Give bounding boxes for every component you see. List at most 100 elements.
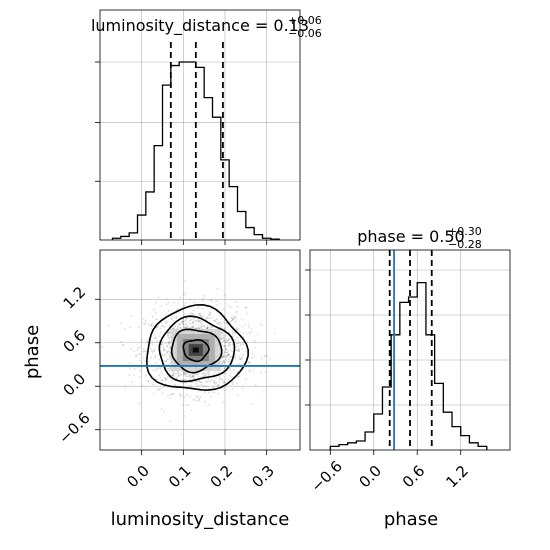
sample-point xyxy=(133,374,135,376)
sample-point xyxy=(226,349,229,351)
sample-point xyxy=(161,379,163,382)
sample-point xyxy=(184,302,187,305)
sample-point xyxy=(131,381,134,384)
sample-point xyxy=(223,345,225,347)
sample-point xyxy=(224,326,227,329)
sample-point xyxy=(139,376,141,378)
sample-point xyxy=(228,341,230,344)
sample-point xyxy=(242,353,244,356)
sample-point xyxy=(128,373,131,376)
sample-point xyxy=(232,387,234,390)
sample-point xyxy=(173,316,176,319)
luminosity-distance-x-axis-label: luminosity_distance xyxy=(111,509,290,530)
sample-point xyxy=(168,341,171,343)
sample-point xyxy=(128,368,131,370)
sample-point xyxy=(161,353,163,356)
sample-point xyxy=(209,311,212,314)
sample-point xyxy=(166,345,169,347)
sample-point xyxy=(107,324,110,327)
sample-point xyxy=(182,382,185,385)
phase-y-tick-labels: −0.6 0.0 0.6 1.2 xyxy=(55,283,93,447)
sample-point xyxy=(234,316,237,319)
sample-point xyxy=(225,347,227,350)
sample-point xyxy=(260,371,262,374)
sample-point xyxy=(235,354,237,356)
sample-point xyxy=(161,342,164,345)
sample-point xyxy=(155,361,158,364)
sample-point xyxy=(260,323,263,326)
sample-point xyxy=(167,375,169,378)
sample-point xyxy=(164,355,167,358)
sample-point xyxy=(176,372,178,375)
sample-point xyxy=(230,320,233,322)
density-contour xyxy=(158,315,236,383)
sample-point xyxy=(184,326,187,329)
sample-point xyxy=(161,354,164,357)
sample-point xyxy=(213,380,216,383)
y-tick-label: 1.2 xyxy=(60,283,90,313)
sample-point xyxy=(254,341,256,343)
sample-point xyxy=(238,375,241,378)
y-tick-label: 0.0 xyxy=(60,370,90,400)
sample-point xyxy=(199,320,201,322)
sample-point xyxy=(222,401,225,404)
sample-point xyxy=(201,372,204,375)
sample-point xyxy=(165,320,168,322)
sample-point xyxy=(225,347,228,349)
x-tick-label: 0.2 xyxy=(207,462,237,492)
sample-point xyxy=(161,325,163,327)
sample-point xyxy=(192,325,195,328)
sample-point xyxy=(184,323,187,326)
sample-point xyxy=(181,404,184,406)
sample-point xyxy=(191,375,194,377)
sample-point xyxy=(248,362,251,364)
sample-point xyxy=(220,378,223,380)
y-tick-label: −0.6 xyxy=(55,409,93,447)
sample-point xyxy=(231,343,234,346)
sample-point xyxy=(222,340,225,343)
sample-point xyxy=(205,381,208,383)
sample-point xyxy=(224,334,227,337)
sample-point xyxy=(167,358,170,360)
sample-point xyxy=(177,303,180,305)
sample-point xyxy=(245,306,247,309)
sample-point xyxy=(236,342,239,345)
sample-point xyxy=(245,306,248,309)
sample-point xyxy=(140,366,143,369)
sample-point xyxy=(228,304,230,307)
sample-point xyxy=(229,374,231,377)
sample-point xyxy=(220,326,223,328)
sample-point xyxy=(146,341,149,343)
sample-point xyxy=(130,348,133,350)
sample-point xyxy=(196,400,199,402)
sample-point xyxy=(254,347,257,349)
sample-point xyxy=(189,395,191,397)
density-fill xyxy=(192,347,199,353)
sample-point xyxy=(221,379,224,381)
sample-point xyxy=(212,319,215,322)
sample-point xyxy=(231,350,234,353)
sample-point xyxy=(223,339,226,342)
sample-point xyxy=(225,339,228,341)
sample-point xyxy=(180,433,183,436)
sample-point xyxy=(165,321,168,324)
sample-point xyxy=(167,301,170,304)
sample-point xyxy=(208,373,211,375)
sample-point xyxy=(166,358,169,360)
sample-point xyxy=(239,366,242,369)
sample-point xyxy=(166,351,168,353)
sample-point xyxy=(144,322,147,325)
sample-point xyxy=(207,378,210,381)
phase-histogram-panel: phase = 0.50 +0.30 −0.28 −0.6 0.0 0.6 1.2 p… xyxy=(305,225,511,530)
sample-point xyxy=(220,357,223,359)
sample-point xyxy=(178,372,180,375)
sample-point xyxy=(163,386,166,388)
sample-point xyxy=(163,376,166,379)
sample-point xyxy=(186,372,188,375)
sample-point xyxy=(221,334,224,337)
sample-point xyxy=(230,376,233,378)
sample-point xyxy=(190,317,193,319)
sample-point xyxy=(208,317,211,319)
sample-point xyxy=(223,339,226,341)
